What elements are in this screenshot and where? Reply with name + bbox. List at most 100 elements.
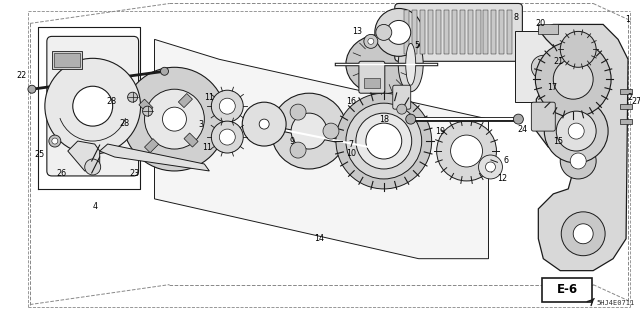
Circle shape: [346, 103, 422, 179]
Bar: [476, 11, 481, 54]
Text: 28: 28: [120, 119, 130, 128]
Bar: [468, 11, 472, 54]
Text: 19: 19: [436, 127, 445, 136]
Circle shape: [451, 135, 483, 167]
Circle shape: [290, 104, 306, 120]
Text: 24: 24: [517, 125, 527, 134]
Bar: [538, 25, 558, 34]
Circle shape: [366, 123, 402, 159]
Circle shape: [211, 90, 243, 122]
Bar: [620, 119, 632, 124]
Circle shape: [368, 38, 374, 44]
Bar: [420, 11, 425, 54]
Bar: [54, 53, 80, 67]
Bar: [412, 11, 417, 54]
Circle shape: [271, 93, 347, 169]
Circle shape: [479, 155, 502, 179]
Circle shape: [220, 129, 236, 145]
Circle shape: [376, 25, 392, 41]
Circle shape: [145, 89, 204, 149]
Circle shape: [387, 20, 411, 44]
Circle shape: [375, 9, 422, 56]
Bar: [492, 11, 497, 54]
Text: 2: 2: [627, 93, 632, 102]
Text: 12: 12: [497, 174, 508, 183]
Bar: [52, 51, 82, 69]
Circle shape: [531, 55, 556, 79]
Circle shape: [161, 67, 168, 75]
Circle shape: [568, 123, 584, 139]
Bar: [184, 133, 198, 147]
Circle shape: [356, 113, 412, 169]
Circle shape: [513, 114, 524, 124]
Polygon shape: [100, 144, 209, 171]
Text: 20: 20: [535, 19, 545, 28]
Text: E-6: E-6: [557, 283, 578, 296]
Circle shape: [553, 59, 593, 99]
Polygon shape: [536, 25, 628, 271]
Circle shape: [143, 106, 152, 116]
Text: 11: 11: [204, 93, 214, 102]
Text: 3: 3: [199, 120, 204, 129]
Circle shape: [28, 85, 36, 93]
Circle shape: [127, 92, 138, 102]
Circle shape: [486, 162, 495, 172]
Polygon shape: [154, 39, 488, 259]
Circle shape: [323, 123, 339, 139]
Circle shape: [561, 212, 605, 256]
Bar: [499, 11, 504, 54]
FancyBboxPatch shape: [359, 61, 385, 93]
Circle shape: [211, 121, 243, 153]
Circle shape: [563, 64, 583, 84]
Text: 27: 27: [631, 97, 640, 106]
Text: 21: 21: [553, 57, 563, 66]
Text: 17: 17: [547, 83, 557, 92]
Circle shape: [45, 58, 141, 154]
Text: 28: 28: [107, 97, 116, 106]
Bar: [364, 78, 380, 88]
Text: 9: 9: [289, 137, 294, 145]
Text: 11: 11: [202, 143, 212, 152]
Ellipse shape: [346, 34, 416, 94]
Circle shape: [84, 159, 100, 175]
Text: 1: 1: [625, 15, 630, 24]
Bar: [620, 89, 632, 94]
Bar: [404, 11, 409, 54]
Text: 16: 16: [346, 97, 356, 106]
Circle shape: [291, 113, 327, 149]
Bar: [483, 11, 488, 54]
Circle shape: [123, 67, 227, 171]
Text: 13: 13: [352, 27, 362, 36]
FancyBboxPatch shape: [531, 102, 556, 131]
Circle shape: [560, 31, 596, 67]
Text: 22: 22: [17, 71, 27, 80]
Circle shape: [573, 224, 593, 244]
Bar: [460, 11, 465, 54]
Text: 25: 25: [35, 150, 45, 159]
Ellipse shape: [259, 119, 269, 129]
Bar: [179, 93, 193, 108]
Circle shape: [436, 121, 497, 181]
Circle shape: [290, 142, 306, 158]
Text: 23: 23: [129, 169, 140, 178]
Circle shape: [73, 86, 113, 126]
FancyBboxPatch shape: [515, 31, 606, 102]
Text: 18: 18: [379, 115, 389, 124]
Bar: [436, 11, 440, 54]
Circle shape: [52, 138, 58, 144]
Circle shape: [336, 93, 431, 189]
FancyBboxPatch shape: [393, 85, 411, 109]
Circle shape: [556, 111, 596, 151]
Text: 4: 4: [92, 202, 97, 211]
Text: 15: 15: [553, 137, 563, 145]
Circle shape: [544, 99, 608, 163]
Polygon shape: [68, 141, 100, 171]
Bar: [145, 139, 159, 153]
Text: 8: 8: [514, 13, 519, 22]
Text: 5: 5: [414, 41, 419, 50]
Ellipse shape: [243, 102, 286, 146]
Bar: [620, 104, 632, 109]
Circle shape: [406, 114, 416, 124]
Circle shape: [570, 153, 586, 169]
FancyBboxPatch shape: [395, 4, 522, 61]
